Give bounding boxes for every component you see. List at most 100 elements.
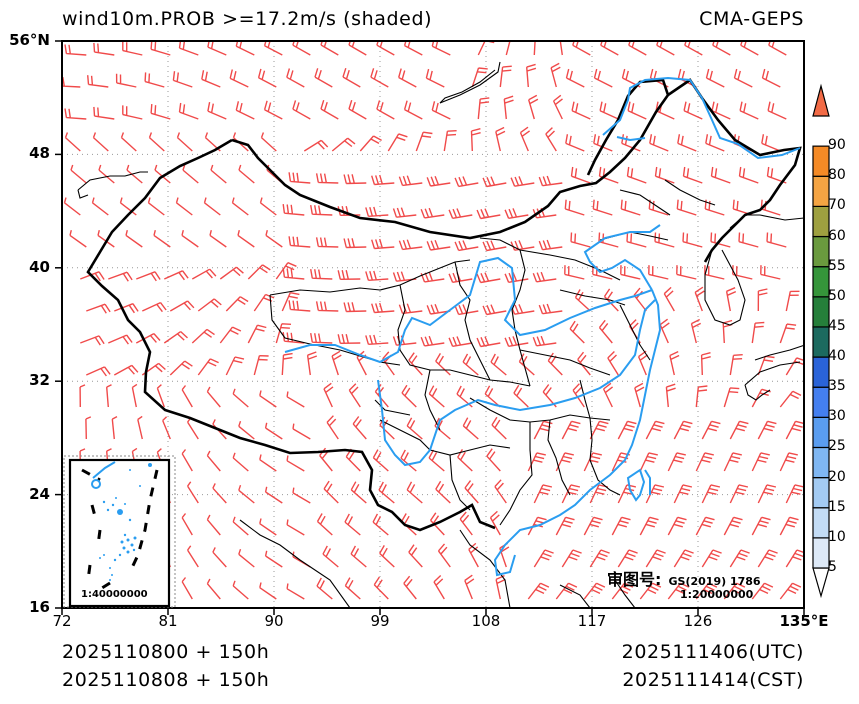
wind-barb [63, 197, 81, 216]
wind-barb [420, 271, 445, 283]
wind-barb [620, 199, 641, 216]
wind-barb [620, 265, 641, 280]
colorbar-level-label: 70 [828, 197, 846, 214]
graticule [62, 41, 804, 608]
wind-barb [181, 513, 193, 536]
wind-barb [659, 318, 670, 344]
wind-barb [538, 303, 563, 315]
wind-barb [69, 230, 87, 248]
wind-barb [510, 176, 535, 187]
wind-barb [694, 286, 705, 312]
wind-barb [663, 286, 675, 312]
wind-barb [93, 106, 115, 120]
wind-barb [169, 300, 195, 312]
wind-barb [710, 166, 731, 184]
wind-barb [292, 41, 311, 56]
wind-barb [785, 549, 804, 568]
wind-barb [264, 486, 283, 504]
wind-barb [593, 68, 613, 88]
wind-barb [564, 265, 585, 280]
wind-barb [408, 352, 423, 376]
wind-barb [577, 351, 591, 376]
wind-barb [282, 268, 305, 280]
wind-barb [589, 484, 609, 504]
wind-barb [247, 264, 271, 280]
wind-barb [555, 582, 578, 600]
wind-barb [555, 516, 575, 536]
wind-barb [122, 41, 143, 56]
wind-barb [86, 366, 111, 377]
wind-barbs-layer [62, 41, 804, 600]
wind-barb [785, 484, 804, 504]
wind-barb [583, 516, 603, 536]
wind-barb [403, 575, 417, 600]
wind-barb [344, 577, 361, 600]
wind-barb [150, 41, 171, 56]
plot-frame [61, 40, 805, 609]
wind-barb [62, 76, 81, 88]
wind-barb [600, 41, 619, 56]
wind-barb [684, 41, 703, 56]
colorbar-level-label: 5 [828, 559, 837, 575]
wind-barb [264, 550, 283, 568]
wind-barb [683, 101, 703, 120]
wind-barb [701, 549, 722, 568]
wind-barb [645, 420, 665, 440]
colorbar [812, 83, 830, 599]
wind-barb [85, 416, 92, 440]
wind-barb [611, 516, 631, 536]
wind-barb [779, 452, 798, 472]
wind-barb [561, 420, 581, 440]
wind-barb [785, 420, 804, 440]
wind-barb [225, 296, 249, 312]
wind-barb [499, 65, 512, 88]
wind-barb [677, 134, 697, 152]
wind-barb [282, 204, 305, 216]
wind-barb [259, 518, 277, 536]
wind-barb [263, 41, 283, 56]
valid-time-cst: 2025111414(CST) [622, 669, 804, 691]
wind-barb [648, 265, 669, 280]
wind-barb [210, 164, 227, 184]
wind-barb [80, 335, 105, 346]
wind-barb [695, 452, 714, 472]
wind-barb [682, 232, 703, 248]
wind-barb [206, 578, 221, 600]
wind-barb [164, 270, 189, 281]
wind-barb [163, 331, 188, 344]
wind-barb [627, 101, 647, 120]
wind-barb [348, 99, 367, 120]
wind-barb [495, 126, 506, 152]
wind-barb [209, 230, 227, 248]
wind-barb [337, 334, 361, 344]
wind-barb [350, 481, 367, 504]
wind-barb [398, 239, 423, 251]
wind-barb [482, 304, 507, 316]
wind-barb [633, 287, 647, 312]
wind-barb [725, 287, 737, 312]
wind-barb [253, 355, 269, 376]
wind-barb [238, 164, 255, 184]
wind-barb [344, 513, 361, 536]
wind-barb [229, 69, 249, 88]
x-tick-label: 90 [264, 612, 284, 630]
x-tick-label: 72 [52, 612, 72, 630]
wind-barb [64, 132, 81, 152]
wind-barb [172, 71, 193, 88]
wind-barb [561, 484, 581, 504]
approval-label: 审图号: [607, 570, 662, 589]
wind-barb [265, 230, 283, 248]
wind-barb [768, 41, 787, 56]
wind-barb [70, 164, 87, 184]
wind-barb [426, 239, 451, 251]
y-tick-label: 24 [29, 484, 50, 503]
wind-barb [348, 383, 361, 408]
wind-barb [292, 100, 311, 120]
wind-barb [148, 132, 165, 152]
wind-barb [454, 240, 479, 252]
wind-barb [398, 68, 417, 88]
wind-barb [538, 175, 563, 187]
wind-barb [454, 304, 479, 316]
wind-barb [144, 72, 165, 88]
